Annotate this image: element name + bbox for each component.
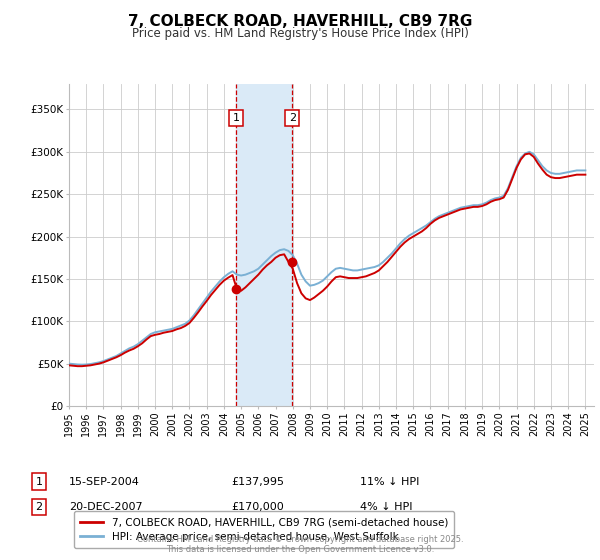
Text: 20-DEC-2007: 20-DEC-2007 (69, 502, 143, 512)
Text: Price paid vs. HM Land Registry's House Price Index (HPI): Price paid vs. HM Land Registry's House … (131, 27, 469, 40)
Text: 11% ↓ HPI: 11% ↓ HPI (360, 477, 419, 487)
Text: 1: 1 (35, 477, 43, 487)
Text: 4% ↓ HPI: 4% ↓ HPI (360, 502, 413, 512)
Text: 2: 2 (35, 502, 43, 512)
Text: £170,000: £170,000 (231, 502, 284, 512)
Text: Contains HM Land Registry data © Crown copyright and database right 2025.
This d: Contains HM Land Registry data © Crown c… (137, 535, 463, 554)
Bar (236, 84, 292, 406)
Text: 15-SEP-2004: 15-SEP-2004 (69, 477, 140, 487)
Text: £137,995: £137,995 (231, 477, 284, 487)
Text: 1: 1 (233, 113, 240, 123)
Legend: 7, COLBECK ROAD, HAVERHILL, CB9 7RG (semi-detached house), HPI: Average price, s: 7, COLBECK ROAD, HAVERHILL, CB9 7RG (sem… (74, 511, 454, 548)
Text: 7, COLBECK ROAD, HAVERHILL, CB9 7RG: 7, COLBECK ROAD, HAVERHILL, CB9 7RG (128, 14, 472, 29)
Text: 2: 2 (289, 113, 296, 123)
